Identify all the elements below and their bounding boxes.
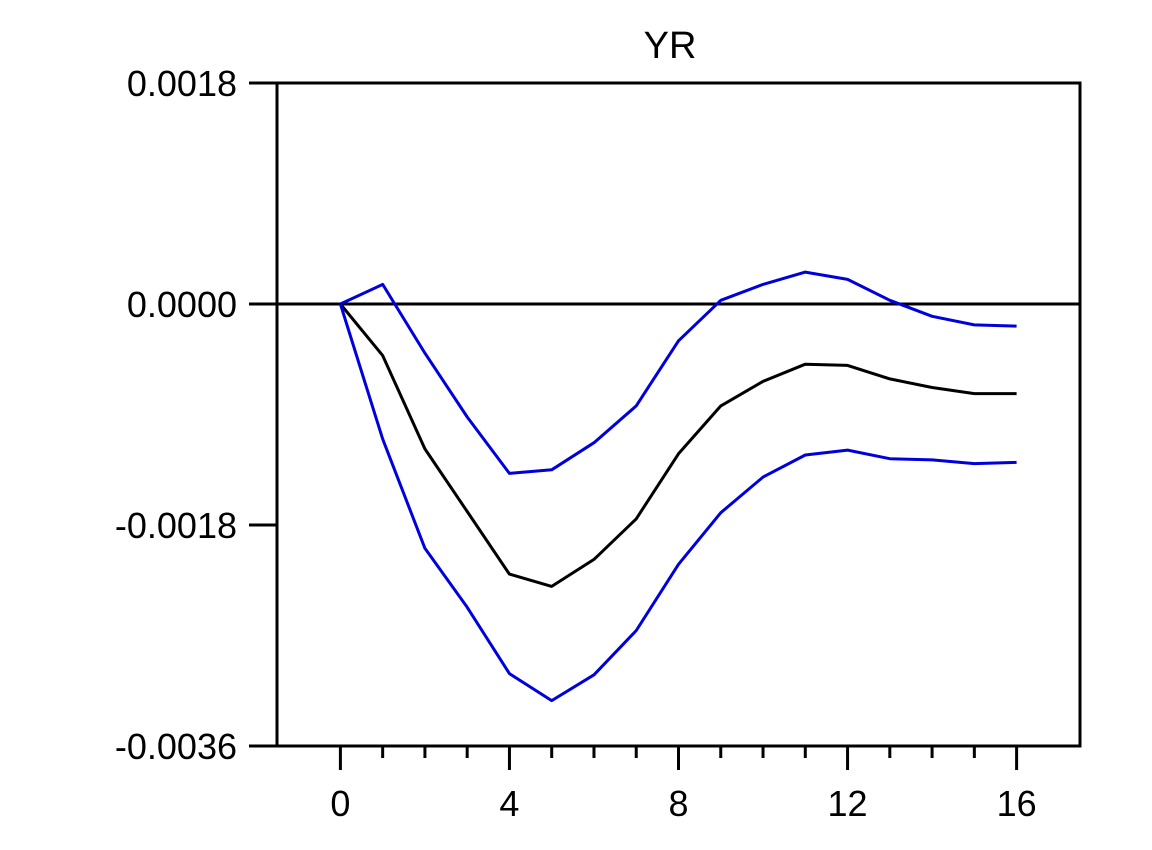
- x-tick-label: 4: [499, 783, 519, 824]
- y-tick-label: 0.0000: [127, 284, 237, 325]
- plot-frame: [275, 81, 1082, 748]
- x-tick-label: 0: [330, 783, 350, 824]
- x-tick-label: 16: [997, 783, 1037, 824]
- chart-title: YR: [644, 25, 697, 67]
- series-line-upper-band: [339, 270, 1017, 475]
- y-tick-label: 0.0018: [127, 63, 237, 104]
- series-line-lower-band: [338, 303, 1017, 703]
- y-tick-label: -0.0018: [115, 505, 237, 546]
- y-tick-label: -0.0036: [115, 726, 237, 767]
- x-tick-label: 12: [828, 783, 868, 824]
- x-tick-label: 8: [668, 783, 688, 824]
- series-line-response: [339, 303, 1017, 588]
